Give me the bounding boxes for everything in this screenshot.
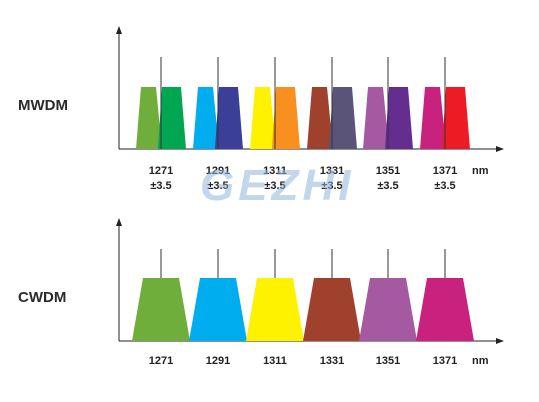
cwdm-wavelength-1291: 1291 xyxy=(206,355,230,367)
cwdm-unit-label: nm xyxy=(472,355,489,367)
cwdm-x-arrow-icon xyxy=(496,338,504,344)
mwdm-band-1291-b xyxy=(215,87,243,149)
mwdm-band-1331-b xyxy=(329,87,357,149)
mwdm-wavelength-1351: 1351 xyxy=(376,165,400,177)
cwdm-panel: CWDM 1271 1291 1311 1331 1351 1371 nm xyxy=(18,218,504,367)
cwdm-wavelength-1331: 1331 xyxy=(320,355,344,367)
mwdm-tolerance-1311: ±3.5 xyxy=(264,180,285,192)
mwdm-label: MWDM xyxy=(18,97,68,114)
mwdm-tolerance-1351: ±3.5 xyxy=(377,180,398,192)
mwdm-band-1371-b xyxy=(442,87,470,149)
mwdm-wavelength-1271: 1271 xyxy=(149,165,173,177)
mwdm-band-1291-a xyxy=(193,87,219,149)
mwdm-wavelength-1331: 1331 xyxy=(320,165,344,177)
mwdm-tolerance-1371: ±3.5 xyxy=(434,180,455,192)
cwdm-band-1371 xyxy=(416,278,474,341)
mwdm-panel: MWDM 1271 ±3.5 1291 ±3.5 1311 ±3.5 1331 ±3.5 135… xyxy=(18,26,504,192)
cwdm-band-1271 xyxy=(132,278,190,341)
cwdm-bands xyxy=(132,249,474,341)
cwdm-band-1351 xyxy=(359,278,417,341)
cwdm-wavelength-1311: 1311 xyxy=(263,355,287,367)
mwdm-tolerance-1331: ±3.5 xyxy=(321,180,342,192)
cwdm-band-1311 xyxy=(246,278,304,341)
mwdm-band-1371-a xyxy=(420,87,446,149)
mwdm-band-1331-a xyxy=(307,87,333,149)
mwdm-tolerance-1291: ±3.5 xyxy=(207,180,228,192)
mwdm-wavelength-1311: 1311 xyxy=(263,165,287,177)
mwdm-band-1351-b xyxy=(385,87,413,149)
mwdm-bands xyxy=(136,57,470,149)
mwdm-unit-label: nm xyxy=(472,165,489,177)
mwdm-band-1311-b xyxy=(272,87,300,149)
cwdm-wavelength-1371: 1371 xyxy=(433,355,457,367)
mwdm-x-arrow-icon xyxy=(496,146,504,152)
cwdm-wavelength-1351: 1351 xyxy=(376,355,400,367)
mwdm-wavelength-1291: 1291 xyxy=(206,165,230,177)
mwdm-tick-labels: 1271 ±3.5 1291 ±3.5 1311 ±3.5 1331 ±3.5 1351 ±3.5… xyxy=(149,165,457,192)
cwdm-band-1331 xyxy=(303,278,361,341)
cwdm-y-arrow-icon xyxy=(116,218,122,226)
cwdm-band-1291 xyxy=(189,278,247,341)
mwdm-wavelength-1371: 1371 xyxy=(433,165,457,177)
mwdm-band-1311-a xyxy=(250,87,276,149)
mwdm-band-1271-b xyxy=(158,87,186,149)
watermark-logo: GEZHI xyxy=(200,161,354,210)
mwdm-y-arrow-icon xyxy=(116,26,122,34)
mwdm-band-1351-a xyxy=(363,87,389,149)
cwdm-wavelength-1271: 1271 xyxy=(149,355,173,367)
cwdm-tick-labels: 1271 1291 1311 1331 1351 1371 xyxy=(149,355,457,367)
mwdm-tolerance-1271: ±3.5 xyxy=(150,180,171,192)
cwdm-label: CWDM xyxy=(18,289,66,306)
mwdm-band-1271-a xyxy=(136,87,162,149)
